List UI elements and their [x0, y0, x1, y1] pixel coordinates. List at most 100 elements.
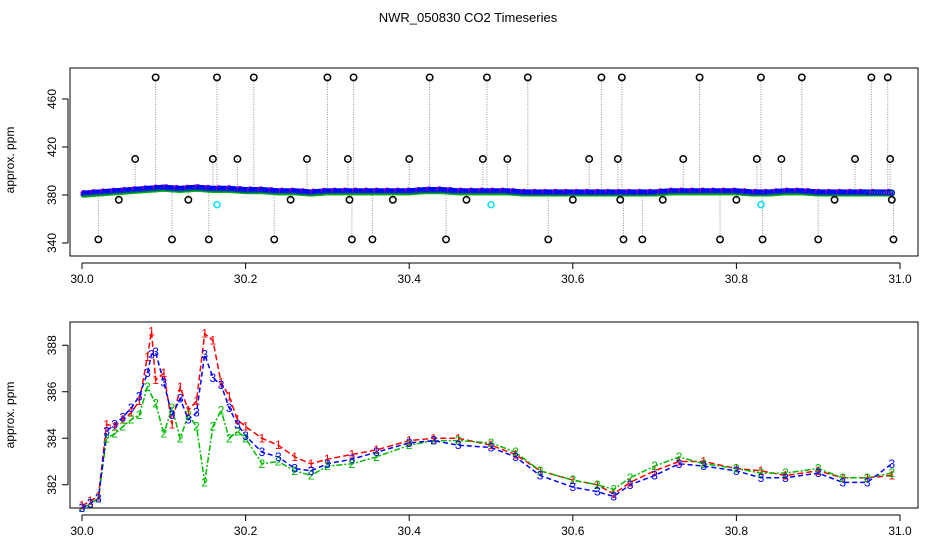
- bottom-x-tick-label: 31.0: [888, 524, 912, 538]
- outlier-point: [405, 155, 414, 163]
- bottom-x-tick-label: 30.8: [725, 524, 749, 538]
- series-2-marker: 2: [234, 424, 241, 438]
- outlier-point: [388, 195, 397, 204]
- cyan-point: [487, 200, 495, 209]
- series-1-marker: 1: [627, 475, 634, 489]
- bottom-x-tick-label: 30.2: [234, 524, 258, 538]
- bottom-x-tick-label: 30.0: [70, 524, 94, 538]
- series-3-marker: 3: [169, 408, 176, 422]
- series-3-marker: 3: [700, 459, 707, 473]
- series-2-marker: 2: [373, 450, 380, 464]
- outlier-point: [886, 155, 895, 163]
- series-2-marker: 2: [569, 473, 576, 487]
- series-2-marker: 2: [136, 408, 143, 422]
- series-1-marker: 1: [234, 413, 241, 427]
- outlier-point: [758, 235, 767, 244]
- series-2-marker: 2: [259, 457, 266, 471]
- series-2-marker: 2: [610, 482, 617, 496]
- outlier-point: [347, 235, 356, 244]
- series-1-marker: 1: [430, 431, 437, 445]
- series-3-marker: 3: [259, 445, 266, 459]
- series-1-marker: 1: [120, 413, 127, 427]
- series-2-marker: 2: [218, 403, 225, 417]
- series-1-marker: 1: [537, 464, 544, 478]
- outlier-point: [585, 155, 594, 163]
- series-1-marker: 1: [888, 468, 895, 482]
- series-3-marker: 3: [651, 468, 658, 482]
- series-3-marker: 3: [275, 450, 282, 464]
- outlier-point: [695, 73, 704, 82]
- outlier-point: [544, 235, 553, 244]
- series-3-marker: 3: [185, 413, 192, 427]
- series-3-marker: 3: [144, 366, 151, 380]
- outlier-point: [716, 235, 724, 244]
- series-1-marker: 1: [864, 471, 871, 485]
- series-2-marker: 2: [95, 492, 102, 506]
- series-2-marker: 2: [201, 475, 208, 489]
- series-2-marker: 2: [193, 420, 200, 434]
- series-1-marker: 1: [349, 448, 356, 462]
- cyan-point: [757, 200, 765, 209]
- bottom-ylabel: approx. ppm: [3, 382, 17, 449]
- series-3-marker: 3: [291, 461, 298, 475]
- series-3-marker: 3: [136, 389, 143, 403]
- series-3-marker: 3: [733, 464, 740, 478]
- outlier-point: [204, 235, 213, 244]
- series-1-marker: 1: [160, 366, 167, 380]
- series-2-marker: 2: [406, 438, 413, 452]
- outlier-point: [94, 235, 103, 244]
- outlier-point: [249, 73, 258, 82]
- series-3-marker: 3: [594, 485, 601, 499]
- series-2-marker: 2: [430, 434, 437, 448]
- series-3-marker: 3: [160, 375, 167, 389]
- series-2-marker: 2: [537, 464, 544, 478]
- bottom-x-tick-label: 30.4: [398, 524, 422, 538]
- outlier-point: [619, 235, 628, 244]
- series-1-marker: 1: [185, 403, 192, 417]
- series-3-marker: 3: [537, 468, 544, 482]
- series-1-marker: 1: [610, 487, 617, 501]
- outlier-point: [151, 73, 160, 82]
- series-3-marker: 3: [373, 445, 380, 459]
- series-2-marker: 2: [627, 471, 634, 485]
- series-3-marker: 3: [349, 452, 356, 466]
- series-1-marker: 1: [210, 334, 217, 348]
- series-1-marker: 1: [152, 373, 159, 387]
- series-1-marker: 1: [275, 438, 282, 452]
- series-1-marker: 1: [308, 457, 315, 471]
- outlier-point: [233, 155, 242, 163]
- top-y-tick-label: 460: [45, 89, 59, 109]
- series-2-marker: 2: [144, 380, 151, 394]
- series-3-marker: 3: [569, 480, 576, 494]
- series-2-marker: 2: [103, 431, 110, 445]
- bottom-x-tick-label: 30.6: [561, 524, 585, 538]
- series-2-marker: 2: [488, 436, 495, 450]
- series-3-marker: 3: [193, 406, 200, 420]
- outlier-point: [613, 155, 622, 163]
- series-3-marker: 3: [782, 471, 789, 485]
- series-3-marker: 3: [87, 496, 94, 510]
- outlier-point: [752, 155, 761, 163]
- top-ylabel: approx. ppm: [3, 127, 17, 194]
- series-3-marker: 3: [455, 438, 462, 452]
- outlier-point: [568, 195, 577, 204]
- series-1-marker: 1: [324, 452, 331, 466]
- top-x-tick-label: 30.6: [561, 272, 585, 286]
- series-1-marker: 1: [169, 417, 176, 431]
- series-1-marker: 1: [733, 461, 740, 475]
- series-1-marker: 1: [782, 468, 789, 482]
- series-1-marker: 1: [700, 455, 707, 469]
- outlier-point: [756, 73, 765, 82]
- outlier-point: [349, 73, 358, 82]
- outlier-point: [883, 73, 892, 82]
- outlier-point: [368, 235, 377, 244]
- series-1-marker: 1: [676, 455, 683, 469]
- series-3-marker: 3: [308, 464, 315, 478]
- outlier-point: [114, 195, 123, 204]
- series-3-marker: 3: [627, 478, 634, 492]
- series-3-marker: 3: [201, 348, 208, 362]
- series-1-marker: 1: [95, 489, 102, 503]
- series-3-marker: 3: [864, 475, 871, 489]
- series-1-marker: 1: [218, 375, 225, 389]
